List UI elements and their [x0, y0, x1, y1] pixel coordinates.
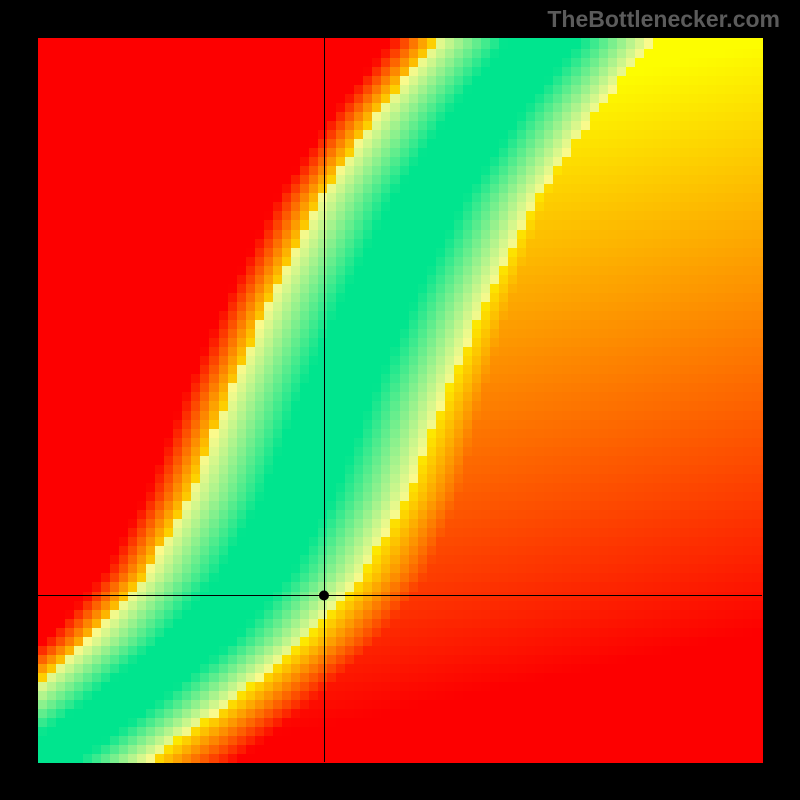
- bottleneck-heatmap: [0, 0, 800, 800]
- watermark-text: TheBottlenecker.com: [547, 6, 780, 33]
- chart-container: TheBottlenecker.com: [0, 0, 800, 800]
